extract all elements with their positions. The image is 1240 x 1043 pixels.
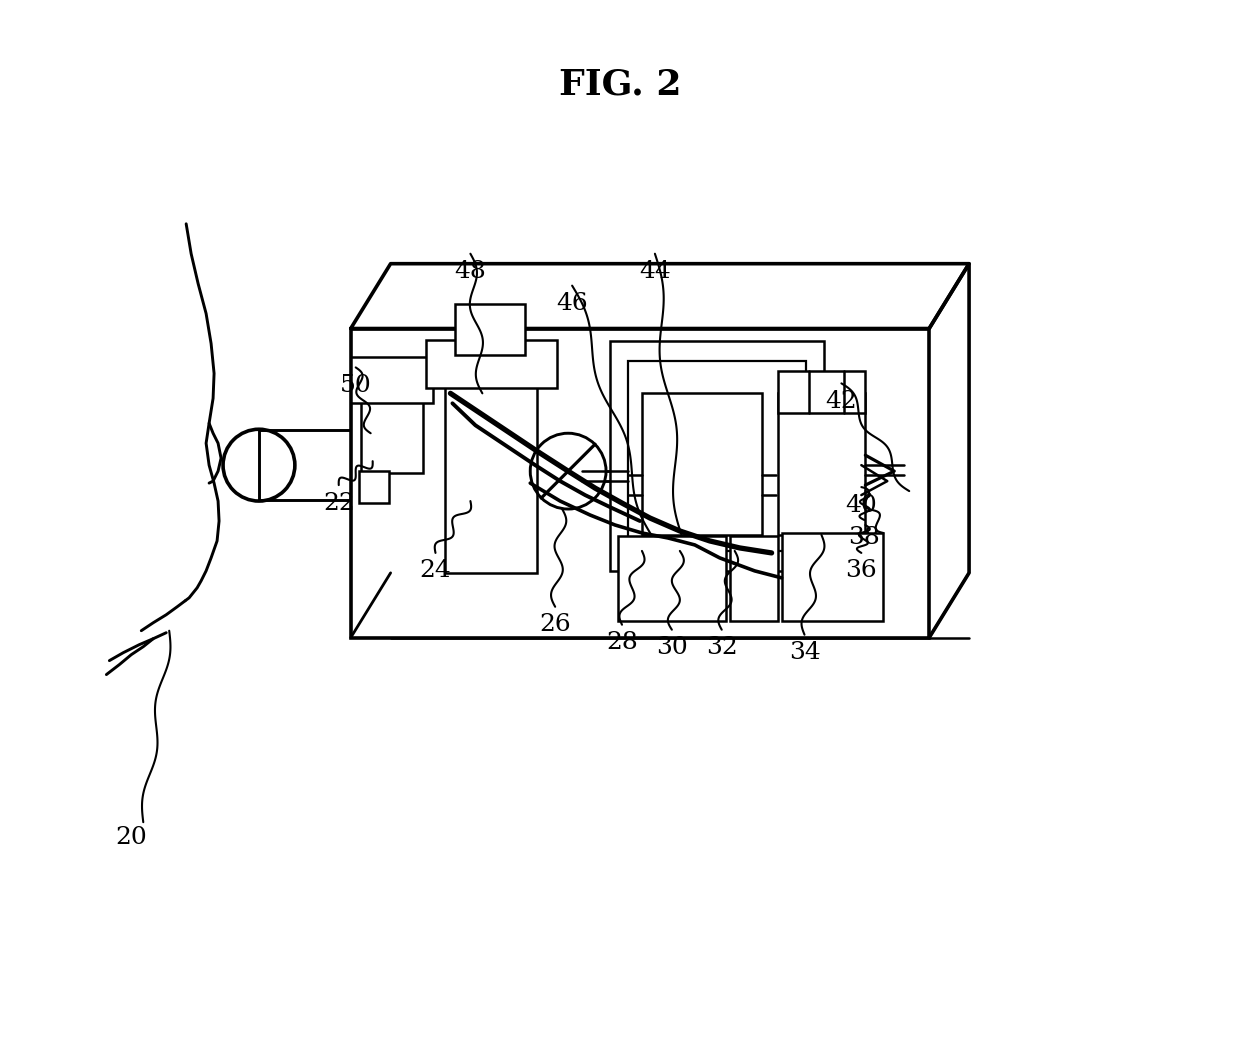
- Text: 44: 44: [639, 260, 671, 283]
- Text: 24: 24: [419, 559, 451, 582]
- Bar: [351, 329, 929, 637]
- Text: 28: 28: [606, 631, 637, 654]
- Text: 30: 30: [656, 636, 688, 659]
- Bar: [729, 536, 777, 621]
- Text: 22: 22: [322, 491, 355, 514]
- Bar: [358, 471, 388, 503]
- Bar: [777, 393, 866, 535]
- Bar: [425, 340, 557, 388]
- Bar: [642, 393, 761, 535]
- Text: 38: 38: [848, 527, 880, 550]
- Bar: [781, 533, 883, 621]
- Bar: [627, 362, 806, 551]
- Text: 46: 46: [557, 292, 588, 315]
- Text: FIG. 2: FIG. 2: [559, 67, 681, 101]
- Text: 34: 34: [789, 641, 821, 664]
- Bar: [259, 431, 351, 500]
- Text: 40: 40: [846, 493, 877, 516]
- Bar: [618, 536, 725, 621]
- Text: 50: 50: [340, 373, 372, 397]
- Text: 20: 20: [115, 826, 148, 849]
- Text: 26: 26: [539, 613, 572, 636]
- Bar: [361, 382, 423, 474]
- Text: 42: 42: [826, 390, 857, 413]
- Bar: [610, 341, 825, 571]
- Bar: [351, 358, 433, 404]
- Bar: [455, 304, 526, 356]
- Bar: [777, 371, 866, 413]
- Text: 36: 36: [846, 559, 877, 582]
- Bar: [445, 363, 537, 573]
- Text: 48: 48: [455, 260, 486, 283]
- Text: 32: 32: [706, 636, 738, 659]
